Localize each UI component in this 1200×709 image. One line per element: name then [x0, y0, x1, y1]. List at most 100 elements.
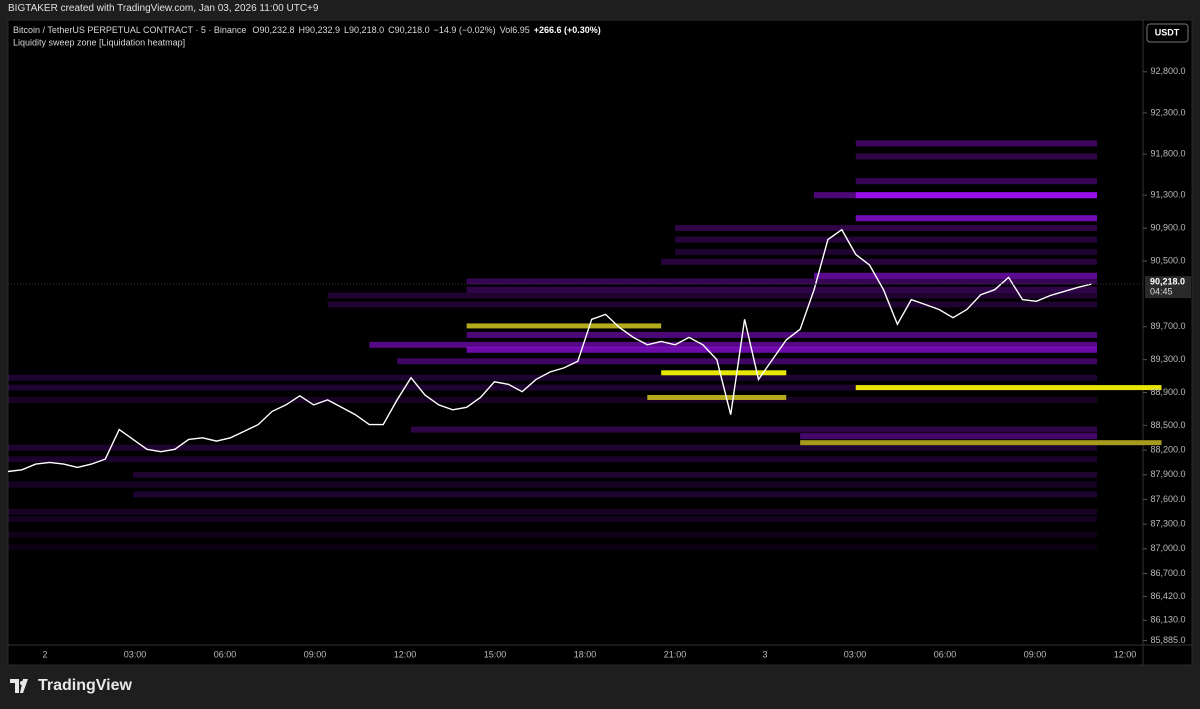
countdown: 04:45 [1150, 287, 1173, 297]
heat-band [466, 346, 1098, 353]
heat-band [675, 248, 1097, 255]
ohlc-value: 90,218.0 [349, 25, 384, 35]
heat-band [855, 215, 1097, 222]
heat-band [411, 426, 1097, 433]
y-tick-label: 87,600.0 [1150, 494, 1185, 504]
x-tick-label: 09:00 [1024, 649, 1047, 659]
heat-band [133, 471, 1098, 478]
x-tick-label: 21:00 [664, 649, 687, 659]
legend: Bitcoin / TetherUS PERPETUAL CONTRACT · … [13, 25, 601, 35]
x-tick-label: 03:00 [844, 649, 867, 659]
ohlc-value: 90,218.0 [395, 25, 430, 35]
y-tick-label: 88,500.0 [1150, 420, 1185, 430]
heat-band [8, 456, 1097, 463]
heat-band [8, 516, 1097, 523]
heat-band [8, 384, 1097, 391]
y-tick-label: 91,300.0 [1150, 190, 1185, 200]
heat-band [8, 481, 1097, 488]
chart: 92,800.0 92,300.0 91,800.0 91,300.0 90,900.0… [7, 19, 1193, 666]
x-tick-label: 09:00 [304, 649, 327, 659]
y-tick-label: 89,700.0 [1150, 321, 1185, 331]
indicator: Liquidity sweep zone [Liquidation heatma… [13, 37, 185, 47]
heat-band [8, 544, 1097, 551]
heat-band [855, 192, 1097, 199]
heat-band [855, 178, 1097, 185]
heat-band [327, 301, 1098, 308]
ohlc-label: O [252, 25, 259, 35]
heat-band [327, 292, 1098, 299]
brand: TradingView [10, 677, 132, 695]
volume-label: Vol [500, 25, 513, 35]
heat-band [133, 491, 1098, 498]
x-tick-label: 12:00 [1114, 649, 1137, 659]
sweeps [466, 323, 1162, 446]
volume: 6.95 [512, 25, 530, 35]
heat-band [661, 258, 1097, 265]
y-tick-label: 87,000.0 [1150, 543, 1185, 553]
y-tick-label: 88,200.0 [1150, 444, 1185, 454]
y-tick-label: 89,300.0 [1150, 354, 1185, 364]
heat-band [8, 444, 1097, 451]
heat-band [466, 331, 1098, 338]
ohlc-label: C [388, 25, 395, 35]
y-tick-label: 87,300.0 [1150, 518, 1185, 528]
heat-band [675, 236, 1097, 243]
x-tick-label: 3 [762, 649, 767, 659]
heat-band [855, 153, 1097, 160]
y-tick-label: 91,800.0 [1150, 148, 1185, 158]
x-tick-label: 06:00 [934, 649, 957, 659]
x-tick-label: 15:00 [484, 649, 507, 659]
brand-name: TradingView [38, 677, 132, 694]
sweep-line [466, 323, 662, 329]
x-tick-label: 06:00 [214, 649, 237, 659]
heat-band [675, 225, 1097, 232]
sweep-line [855, 385, 1162, 391]
heat-band [800, 433, 1097, 440]
heat-band [8, 374, 1097, 381]
ohlc-label: H [298, 25, 305, 35]
sweep-line [647, 394, 787, 400]
y-tick-label: 87,900.0 [1150, 469, 1185, 479]
currency[interactable]: USDT [1155, 27, 1180, 37]
price-line [7, 228, 1093, 473]
x-tick-label: 03:00 [124, 649, 147, 659]
credit: BIGTAKER created with TradingView.com, J… [8, 3, 319, 14]
change: −14.9 (−0.02%) [434, 25, 496, 35]
currency-button[interactable] [1146, 23, 1189, 43]
y-tick-label: 86,700.0 [1150, 568, 1185, 578]
y-tick-label: 88,900.0 [1150, 387, 1185, 397]
heat-band [466, 286, 1098, 293]
logo [10, 679, 28, 693]
sweep-line [800, 440, 1162, 446]
x-tick-label: 2 [42, 649, 47, 659]
heat-band [466, 278, 1098, 285]
x-tick-label: 18:00 [574, 649, 597, 659]
sweep-line [661, 370, 787, 376]
x-tick-label: 12:00 [394, 649, 417, 659]
heat-band [369, 341, 1097, 348]
heat-band [8, 508, 1097, 515]
heat-band [814, 272, 1097, 279]
session-change: +266.6 (+0.30%) [534, 25, 601, 35]
last-price: 90,218.0 [1150, 277, 1185, 287]
heat-band [8, 396, 1097, 403]
symbol: Bitcoin / TetherUS PERPETUAL CONTRACT · … [13, 25, 246, 35]
y-tick-label: 92,800.0 [1150, 66, 1185, 76]
last-price-box [1145, 276, 1191, 299]
heat-band [397, 358, 1098, 365]
y-tick-label: 86,130.0 [1150, 615, 1185, 625]
heat-band [855, 140, 1097, 147]
heatmap [8, 140, 1098, 551]
y-tick-label: 90,500.0 [1150, 255, 1185, 265]
ohlc-label: L [344, 25, 349, 35]
y-tick-label: 85,885.0 [1150, 635, 1185, 645]
price-series [7, 228, 1093, 473]
y-tick-label: 92,300.0 [1150, 107, 1185, 117]
axes: 92,800.0 92,300.0 91,800.0 91,300.0 90,900.0… [8, 66, 1191, 659]
ohlc-value: 90,232.9 [305, 25, 340, 35]
y-tick-label: 86,420.0 [1150, 591, 1185, 601]
ohlc-value: 90,232.8 [259, 25, 294, 35]
y-tick-label: 90,900.0 [1150, 222, 1185, 232]
heat-band [8, 531, 1097, 538]
